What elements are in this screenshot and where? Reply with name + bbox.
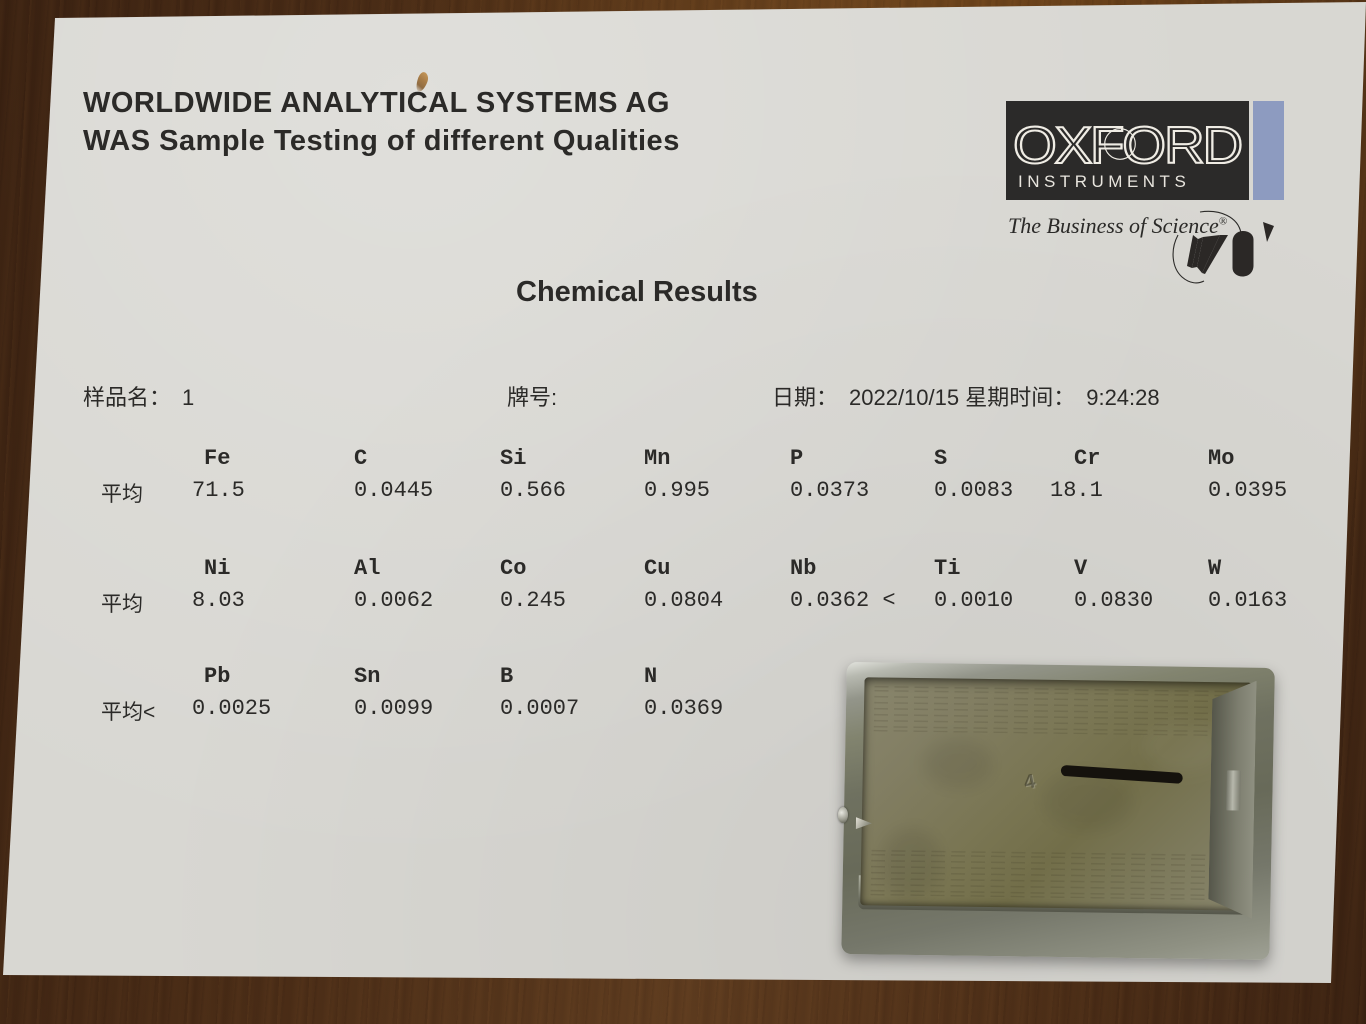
svg-text:OXFORD: OXFORD <box>1013 117 1241 175</box>
svg-text:INSTRUMENTS: INSTRUMENTS <box>1018 172 1190 191</box>
